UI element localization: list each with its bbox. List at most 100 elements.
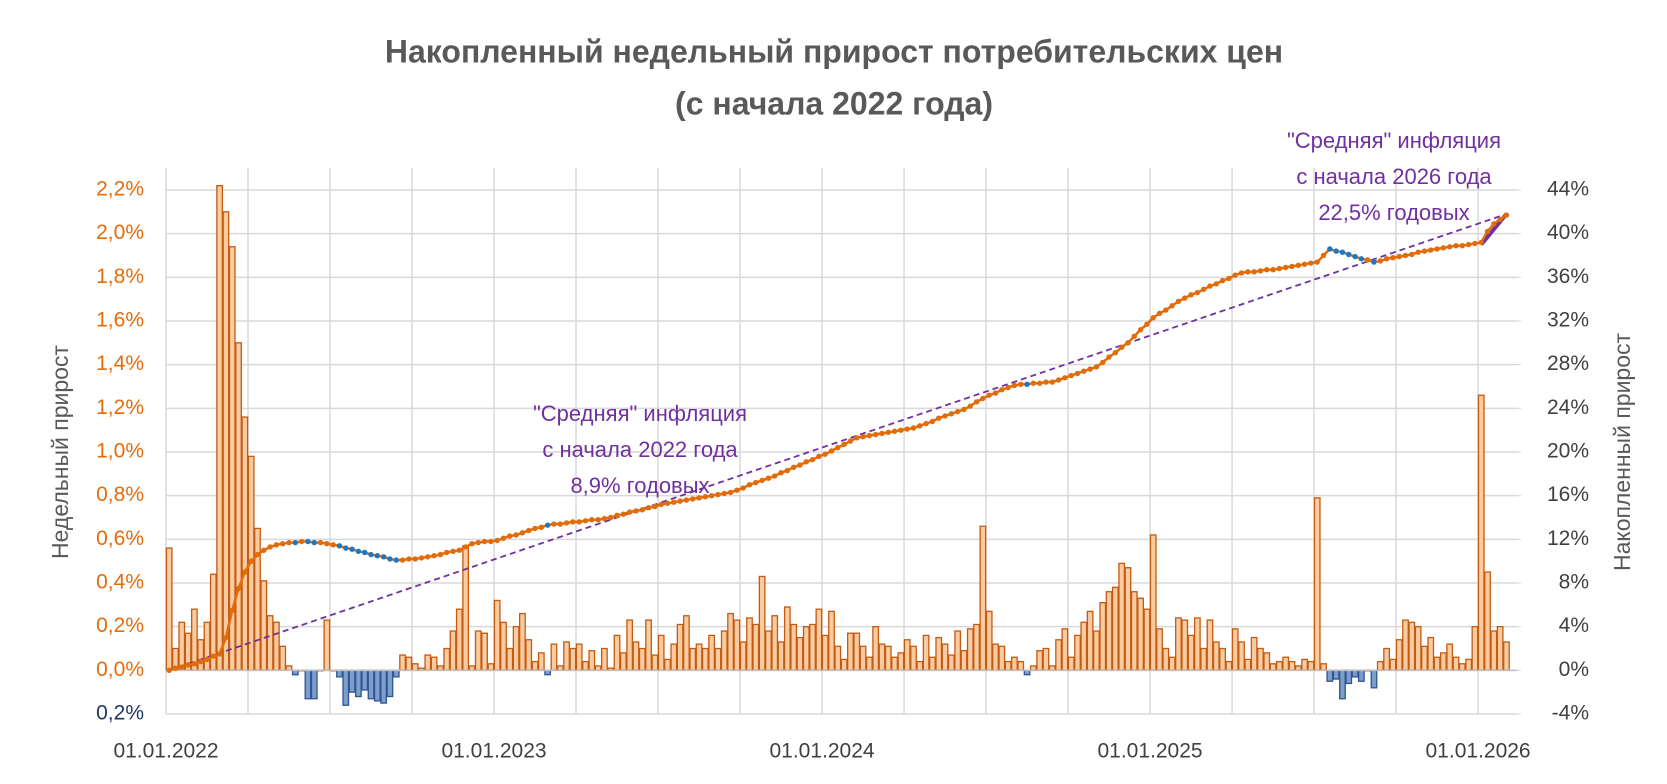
cumulative-point: [1409, 251, 1415, 258]
bar: [1496, 626, 1504, 671]
bar: [973, 623, 980, 671]
bar: [1490, 630, 1498, 671]
bar: [1370, 669, 1378, 689]
cumulative-point: [690, 496, 696, 502]
cumulative-point: [772, 473, 778, 479]
cumulative-point: [1270, 266, 1276, 273]
cumulative-point: [538, 524, 545, 531]
bar: [323, 619, 331, 671]
bar: [1074, 634, 1081, 671]
cumulative-point: [1459, 242, 1465, 249]
cumulative-point: [854, 435, 860, 441]
y2-tick-label: 32%: [1547, 309, 1589, 332]
cumulative-point: [235, 585, 242, 592]
bar: [828, 610, 835, 671]
cumulative-point: [734, 487, 740, 493]
bar: [626, 619, 634, 671]
bar: [1484, 571, 1491, 671]
bar: [1162, 647, 1170, 671]
y-tick-label: 1,2%: [96, 396, 144, 419]
bar: [771, 615, 779, 671]
bar: [1250, 636, 1258, 671]
bar: [746, 617, 753, 671]
cumulative-point: [1137, 327, 1144, 333]
cumulative-point: [740, 485, 746, 491]
cumulative-point: [645, 504, 652, 511]
bar: [506, 647, 514, 671]
bar: [891, 656, 898, 671]
cumulative-point: [879, 430, 885, 437]
bar: [683, 615, 690, 671]
cumulative-point: [210, 653, 217, 659]
bar: [966, 628, 974, 671]
y2-tick-label: 16%: [1547, 483, 1589, 506]
bar: [1458, 663, 1466, 671]
cumulative-point: [261, 547, 267, 553]
cumulative-point: [1446, 244, 1453, 250]
bar: [216, 184, 224, 671]
cumulative-point: [1232, 272, 1238, 278]
bar: [500, 621, 507, 671]
y-tick-label: 0,6%: [96, 527, 144, 550]
cumulative-point: [513, 532, 519, 538]
cumulative-point: [1169, 303, 1175, 309]
cumulative-point: [179, 664, 185, 670]
cumulative-point: [1055, 377, 1062, 383]
cumulative-point: [986, 392, 992, 398]
y-tick-label: 1,4%: [96, 352, 144, 375]
cumulative-point: [185, 662, 191, 668]
bar: [1326, 669, 1334, 682]
cumulative-point: [216, 651, 223, 657]
bar: [903, 639, 911, 671]
bar: [865, 656, 873, 671]
cumulative-point: [1440, 245, 1447, 251]
bar: [670, 643, 678, 671]
annotation: 22,5% годовых: [1318, 200, 1469, 225]
cumulative-point: [1314, 259, 1320, 265]
cumulative-point: [746, 482, 753, 488]
bar: [1408, 621, 1416, 671]
bar: [254, 527, 261, 671]
cumulative-point: [860, 434, 866, 440]
bar: [809, 623, 816, 671]
bar: [1011, 656, 1018, 671]
bar: [405, 656, 413, 671]
cumulative-point: [1030, 380, 1037, 386]
cumulative-point: [797, 462, 803, 468]
cumulative-point: [942, 413, 948, 419]
bar: [645, 619, 652, 671]
cumulative-point: [999, 387, 1005, 393]
cumulative-point: [759, 477, 765, 484]
cumulative-point: [380, 554, 387, 560]
cumulative-point: [1478, 239, 1484, 246]
cumulative-point: [437, 551, 444, 558]
y2-tick-label: 36%: [1547, 265, 1589, 288]
bar: [796, 636, 804, 671]
cumulative-point: [267, 544, 273, 550]
bar: [1421, 645, 1428, 671]
cumulative-point: [298, 538, 305, 545]
bar: [657, 634, 665, 671]
cumulative-point: [570, 519, 576, 525]
cumulative-point: [1207, 283, 1213, 289]
cumulative-point: [1182, 295, 1188, 301]
cumulative-point: [992, 390, 999, 396]
cumulative-point: [917, 423, 923, 429]
cumulative-point: [1491, 221, 1497, 227]
bar: [1301, 658, 1308, 671]
cumulative-point: [658, 501, 664, 508]
cumulative-point: [671, 499, 677, 505]
cumulative-point: [626, 509, 633, 515]
cumulative-point: [1219, 277, 1226, 284]
cumulative-point: [1106, 354, 1112, 360]
chart-title: Накопленный недельный прирост потребител…: [385, 33, 1283, 69]
cumulative-point: [828, 448, 835, 454]
cumulative-point: [273, 542, 280, 548]
bar: [1130, 591, 1138, 671]
bar: [1269, 663, 1277, 671]
bar: [449, 630, 457, 671]
y2-tick-label: 44%: [1547, 178, 1589, 201]
cumulative-point: [1251, 269, 1257, 275]
bar: [783, 606, 791, 671]
bar: [1465, 658, 1473, 671]
